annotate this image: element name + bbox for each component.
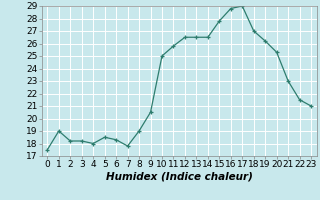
X-axis label: Humidex (Indice chaleur): Humidex (Indice chaleur) — [106, 172, 252, 182]
